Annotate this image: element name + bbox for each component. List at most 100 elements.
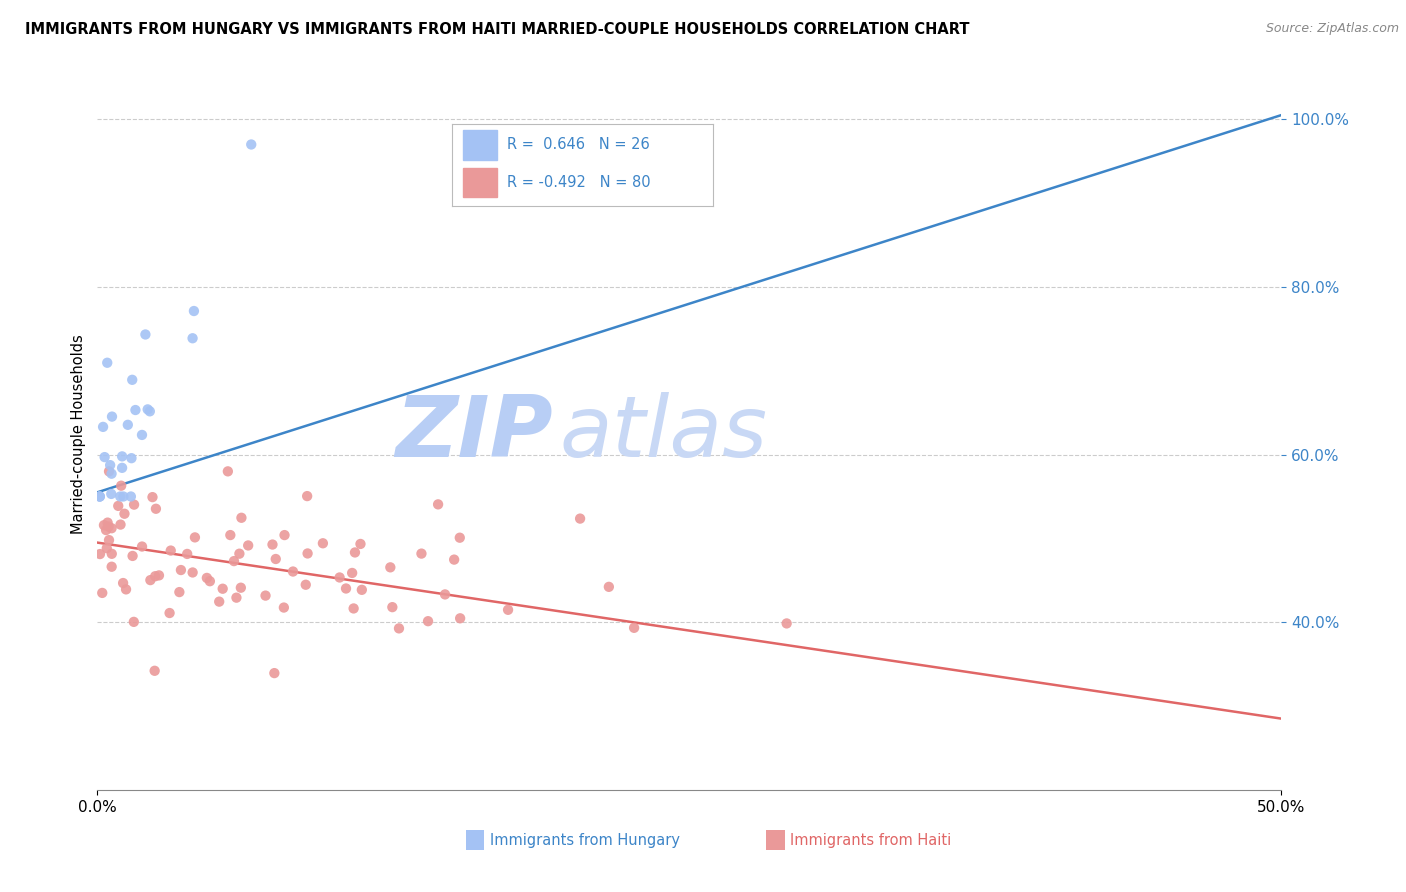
Point bbox=[381, 600, 404, 615]
Point bbox=[131, 540, 153, 554]
Point bbox=[89, 490, 111, 504]
Point bbox=[141, 490, 163, 504]
Point bbox=[170, 563, 193, 577]
Point bbox=[96, 356, 118, 370]
Point bbox=[89, 547, 111, 561]
Point bbox=[340, 566, 363, 580]
Point bbox=[110, 478, 132, 492]
Point bbox=[101, 409, 124, 424]
Point bbox=[184, 530, 207, 544]
Point bbox=[108, 490, 131, 504]
Point bbox=[281, 565, 304, 579]
Point bbox=[181, 566, 204, 580]
Point bbox=[623, 621, 645, 635]
Point bbox=[93, 450, 115, 464]
Point bbox=[159, 543, 181, 558]
Point bbox=[598, 580, 620, 594]
Point bbox=[350, 582, 373, 597]
Point bbox=[388, 621, 411, 635]
Point bbox=[449, 611, 471, 625]
Text: IMMIGRANTS FROM HUNGARY VS IMMIGRANTS FROM HAITI MARRIED-COUPLE HOUSEHOLDS CORRE: IMMIGRANTS FROM HUNGARY VS IMMIGRANTS FR… bbox=[25, 22, 970, 37]
Point bbox=[254, 589, 277, 603]
Text: Immigrants from Hungary: Immigrants from Hungary bbox=[489, 833, 679, 847]
Point bbox=[229, 581, 252, 595]
Point bbox=[143, 569, 166, 583]
Point bbox=[273, 600, 295, 615]
Point bbox=[434, 587, 457, 601]
Point bbox=[569, 511, 592, 525]
Point bbox=[264, 552, 287, 566]
Point bbox=[219, 528, 242, 542]
Point bbox=[98, 458, 121, 472]
Point bbox=[427, 497, 450, 511]
Point bbox=[120, 451, 142, 466]
Point bbox=[262, 537, 284, 551]
Point bbox=[100, 467, 122, 481]
Point bbox=[273, 528, 295, 542]
Point bbox=[131, 428, 153, 442]
Point bbox=[343, 601, 366, 615]
Point bbox=[91, 420, 114, 434]
Point bbox=[145, 501, 167, 516]
Point bbox=[124, 403, 146, 417]
Point bbox=[294, 578, 316, 592]
Point bbox=[416, 614, 439, 628]
Point bbox=[411, 547, 433, 561]
Point bbox=[181, 331, 204, 345]
Point bbox=[343, 545, 366, 559]
Point bbox=[159, 606, 181, 620]
Point bbox=[208, 594, 231, 608]
Point bbox=[100, 521, 122, 535]
Point bbox=[225, 591, 247, 605]
Point bbox=[107, 499, 129, 513]
Point bbox=[112, 576, 135, 591]
Point bbox=[312, 536, 335, 550]
Point bbox=[97, 519, 120, 533]
Point bbox=[94, 523, 117, 537]
Point bbox=[496, 603, 519, 617]
Point bbox=[122, 615, 145, 629]
Point bbox=[380, 560, 402, 574]
Point bbox=[297, 546, 319, 560]
Point bbox=[143, 664, 166, 678]
Point bbox=[89, 490, 111, 504]
Point bbox=[139, 404, 162, 418]
Point bbox=[117, 417, 139, 432]
Point bbox=[169, 585, 191, 599]
Point bbox=[100, 547, 122, 561]
Point bbox=[89, 490, 111, 504]
Text: Immigrants from Haiti: Immigrants from Haiti bbox=[790, 833, 952, 847]
Point bbox=[110, 517, 132, 532]
Point bbox=[136, 402, 159, 417]
Point bbox=[776, 616, 799, 631]
Point bbox=[121, 373, 143, 387]
Point bbox=[115, 582, 138, 597]
Point bbox=[139, 573, 162, 587]
Point bbox=[100, 559, 122, 574]
Point bbox=[240, 137, 263, 152]
Point bbox=[443, 552, 465, 566]
Point bbox=[93, 518, 115, 533]
Point bbox=[222, 554, 245, 568]
Point bbox=[183, 304, 205, 318]
Point bbox=[111, 450, 134, 464]
Point bbox=[121, 549, 143, 563]
Point bbox=[98, 533, 121, 547]
Text: atlas: atlas bbox=[560, 392, 768, 475]
Point bbox=[228, 547, 250, 561]
Point bbox=[112, 490, 135, 504]
Point bbox=[114, 507, 136, 521]
Point bbox=[238, 538, 260, 552]
Point bbox=[329, 570, 352, 584]
Point bbox=[98, 464, 121, 478]
Point bbox=[231, 510, 253, 524]
Text: ZIP: ZIP bbox=[395, 392, 553, 475]
Point bbox=[449, 531, 471, 545]
Point bbox=[134, 327, 156, 342]
Text: Source: ZipAtlas.com: Source: ZipAtlas.com bbox=[1265, 22, 1399, 36]
Y-axis label: Married-couple Households: Married-couple Households bbox=[72, 334, 86, 533]
Point bbox=[148, 568, 170, 582]
Point bbox=[96, 541, 118, 556]
Point bbox=[295, 489, 318, 503]
Point bbox=[335, 582, 357, 596]
